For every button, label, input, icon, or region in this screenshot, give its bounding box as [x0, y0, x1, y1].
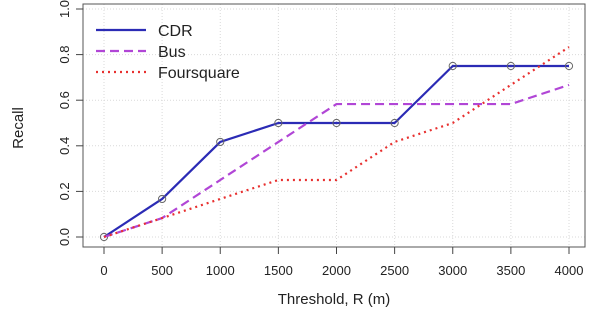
x-tick-label: 3000: [438, 263, 467, 278]
data-point-cdr: [506, 61, 515, 71]
y-axis: 0.0 0.2 0.4 0.6 0.8 1.0: [57, 0, 83, 246]
data-point-cdr: [448, 61, 457, 71]
x-tick-label: 1000: [206, 263, 235, 278]
legend-label-foursquare: Foursquare: [158, 65, 240, 82]
x-tick-label: 3500: [496, 263, 525, 278]
x-axis: 0 500 1000 1500 2000 2500 3000 3500 4000: [100, 247, 583, 278]
x-tick-label: 0: [100, 263, 107, 278]
y-tick-label: 0.0: [57, 228, 72, 246]
data-point-cdr: [332, 118, 341, 128]
y-axis-label: Recall: [10, 107, 27, 149]
legend: CDR Bus Foursquare: [96, 23, 240, 82]
x-tick-label: 2000: [322, 263, 351, 278]
data-point-cdr: [564, 61, 574, 71]
legend-label-bus: Bus: [158, 44, 186, 61]
series-line-foursquare: [103, 46, 570, 239]
plot-frame: [82, 3, 586, 248]
y-tick-label: 0.6: [57, 91, 72, 109]
y-tick-label: 0.8: [57, 46, 72, 64]
series-layer: [99, 46, 574, 242]
x-tick-label: 2500: [380, 263, 409, 278]
series-line-cdr: [103, 64, 569, 238]
data-point-cdr: [216, 137, 225, 147]
x-axis-label: Threshold, R (m): [278, 291, 391, 308]
y-tick-label: 1.0: [57, 0, 72, 18]
x-tick-label: 1500: [264, 263, 293, 278]
y-tick-label: 0.4: [57, 137, 72, 155]
y-tick-label: 0.2: [57, 182, 72, 200]
data-point-cdr: [158, 194, 167, 204]
series-line-bus: [103, 83, 570, 239]
x-tick-label: 4000: [555, 263, 584, 278]
data-point-cdr: [99, 232, 109, 242]
data-point-cdr: [390, 118, 399, 128]
x-tick-label: 500: [151, 263, 173, 278]
legend-label-cdr: CDR: [158, 23, 193, 40]
data-point-cdr: [274, 118, 283, 128]
